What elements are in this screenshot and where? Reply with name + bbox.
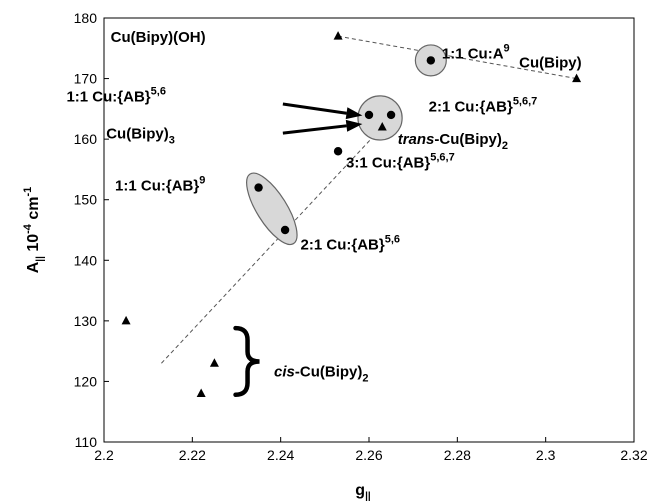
triangle-point: [572, 73, 582, 83]
x-axis-label: g||: [355, 482, 371, 502]
triangle-point: [121, 315, 131, 325]
plot-area: [103, 17, 635, 443]
x-tick-label: 2.3: [536, 447, 556, 463]
annotation-part: 9: [199, 175, 205, 187]
annotation-part: Cu(Bipy)(OH): [111, 29, 206, 46]
triangle-point: [196, 388, 206, 398]
annotation-part: 2: [502, 140, 508, 152]
annotation-part: 5,6: [385, 233, 400, 245]
annotation-part: 2: [362, 373, 368, 385]
x-tick-label: 2.2: [94, 447, 114, 463]
annotation-cu-ab-56-bottom: 2:1 Cu:{AB}5,6: [301, 233, 400, 253]
circle-point: [333, 147, 343, 156]
x-tick-label: 2.28: [444, 447, 471, 463]
y-axis-label: A|| 10-4 cm-1: [22, 187, 46, 274]
annotation-part: 1:1 Cu:{AB}: [66, 89, 150, 106]
annotation-part: Cu(Bipy): [106, 126, 169, 143]
annotation-cis-cu-bipy2: cis-Cu(Bipy)2: [274, 364, 368, 385]
y-tick-label: 160: [74, 131, 98, 147]
x-tick-label: 2.26: [355, 447, 382, 463]
annotation-cu-bipy-oh: Cu(Bipy)(OH): [111, 29, 206, 46]
annotation-arrows: [282, 102, 363, 135]
annotation-cu-bipy: Cu(Bipy): [519, 55, 582, 72]
annotation-part: 2:1 Cu:{AB}: [429, 98, 513, 115]
circle-point: [254, 183, 263, 192]
brace-shape: [233, 325, 260, 398]
annotation-cu-a9: 1:1 Cu:A9: [442, 43, 510, 63]
data-points: [121, 31, 582, 398]
triangle-point: [333, 31, 343, 40]
annotation-cu-ab-567-21: 2:1 Cu:{AB}5,6,7: [429, 95, 538, 115]
annotation-part: 3:1 Cu:{AB}: [346, 155, 430, 172]
dashed-line: [337, 35, 577, 80]
x-tick-label: 2.22: [179, 447, 206, 463]
annotation-part: trans: [398, 131, 435, 148]
annotation-part: 5,6,7: [430, 152, 454, 164]
y-tick-label: 120: [74, 373, 98, 389]
annotation-cu-ab-567-31: 3:1 Cu:{AB}5,6,7: [346, 152, 455, 172]
annotation-part: 5,6: [151, 86, 166, 98]
y-tick-label: 170: [74, 71, 98, 87]
triangle-point: [209, 358, 219, 367]
arrow-shaft: [282, 124, 347, 135]
highlight-ellipse: [246, 172, 298, 246]
y-tick-label: 180: [74, 10, 98, 26]
arrow-head: [345, 107, 363, 120]
annotation-part: 9: [504, 43, 510, 55]
arrow-shaft: [282, 102, 347, 115]
axis-labels: g|| A|| 10-4 cm-1: [22, 187, 371, 502]
x-tick-label: 2.24: [267, 447, 294, 463]
circle-point: [426, 56, 436, 65]
annotation-cu-ab-9: 1:1 Cu:{AB}9: [115, 175, 205, 195]
circle-point: [364, 110, 374, 120]
annotation-part: Cu(Bipy): [519, 55, 582, 72]
arrow-head: [345, 119, 363, 132]
dashed-line: [161, 126, 383, 364]
annotation-part: cis: [274, 364, 295, 381]
annotation-trans-cu-bipy2: trans-Cu(Bipy)2: [398, 131, 508, 152]
y-tick-label: 150: [74, 192, 98, 208]
y-tick-label: 130: [74, 313, 98, 329]
annotation-part: 3: [169, 135, 175, 147]
ticks-layer: 2.2 2.22 2.24 2.26 2.28 2.3 2.32 110 120 130 140 15…: [74, 10, 648, 463]
highlight-circle: [357, 95, 403, 141]
cis-brace: [233, 325, 260, 398]
annotation-part: 2:1 Cu:{AB}: [301, 236, 385, 253]
y-tick-label: 140: [74, 252, 98, 268]
annotation-part: 1:1 Cu:{AB}: [115, 178, 199, 195]
x-tick-label: 2.32: [620, 447, 647, 463]
highlight-regions: [246, 44, 447, 246]
annotation-part: -Cu(Bipy): [434, 131, 502, 148]
circle-point: [386, 110, 396, 120]
dashed-trend-lines: [161, 35, 577, 364]
annotation-cu-bipy3: Cu(Bipy)3: [106, 126, 175, 147]
annotation-part: 1:1 Cu:A: [442, 46, 504, 63]
annotation-part: -Cu(Bipy): [295, 364, 363, 381]
annotation-cu-ab-56-top: 1:1 Cu:{AB}5,6: [66, 86, 165, 106]
circle-point: [280, 225, 290, 235]
y-tick-label: 110: [75, 434, 98, 450]
triangle-point: [377, 122, 387, 131]
annotation-part: 5,6,7: [513, 95, 537, 107]
